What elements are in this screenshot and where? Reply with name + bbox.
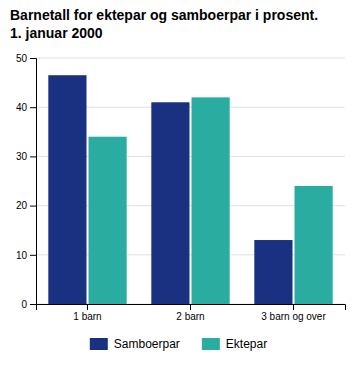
grid: [36, 58, 345, 304]
tick-mark: [293, 304, 294, 310]
legend-label: Samboerpar: [114, 337, 180, 351]
tick-label: 50: [16, 53, 28, 64]
tick-mark: [30, 255, 36, 256]
bar: [151, 102, 189, 304]
tick: 2 barn: [176, 304, 204, 322]
legend-label: Ektepar: [226, 337, 267, 351]
grid-line: [36, 58, 345, 59]
tick-label: 0: [21, 299, 27, 310]
bar: [192, 97, 230, 304]
bar: [254, 240, 292, 304]
tick: 30: [16, 151, 36, 162]
tick: 0: [21, 299, 36, 310]
tick: 3 barn og over: [261, 304, 326, 322]
legend-swatch: [90, 338, 108, 350]
tick: 20: [16, 200, 36, 211]
tick: 40: [16, 102, 36, 113]
legend-item: Samboerpar: [90, 337, 180, 351]
tick-mark: [30, 156, 36, 157]
tick: 10: [16, 250, 36, 261]
tick: 1 barn: [73, 304, 101, 322]
tick-label: 3 barn og over: [261, 311, 326, 322]
tick-label: 30: [16, 151, 28, 162]
tick: 50: [16, 53, 36, 64]
tick-mark: [87, 304, 88, 310]
plot: 0 10 20 30 40 50 1 barn 2 barn 3 barn og over: [16, 53, 346, 322]
axis-line: [37, 305, 346, 311]
y-axis: 0 10 20 30 40 50: [16, 53, 37, 310]
chart: Barnetall for ektepar og samboerpar i pr…: [0, 0, 357, 366]
tick-mark: [190, 304, 191, 310]
tick-label: 20: [16, 200, 28, 211]
title: Barnetall for ektepar og samboerpar i pr…: [10, 7, 318, 23]
x-axis: 1 barn 2 barn 3 barn og over: [37, 304, 346, 322]
tick-mark: [30, 304, 36, 305]
legend-swatch: [202, 338, 220, 350]
bar: [295, 186, 333, 304]
tick-label: 2 barn: [176, 311, 204, 322]
tick-mark: [30, 206, 36, 207]
bar: [89, 137, 127, 304]
tick-label: 10: [16, 250, 28, 261]
axis-line: [30, 59, 37, 305]
legend: Samboerpar Ektepar: [90, 337, 267, 351]
bar: [48, 75, 86, 304]
bars: [48, 75, 332, 304]
legend-item: Ektepar: [202, 337, 267, 351]
subtitle: 1. januar 2000: [10, 25, 103, 41]
tick-label: 40: [16, 102, 28, 113]
tick-mark: [30, 58, 36, 59]
tick-mark: [30, 107, 36, 108]
bar-series: [48, 75, 292, 304]
tick-label: 1 barn: [73, 311, 101, 322]
bar-series: [89, 97, 333, 304]
